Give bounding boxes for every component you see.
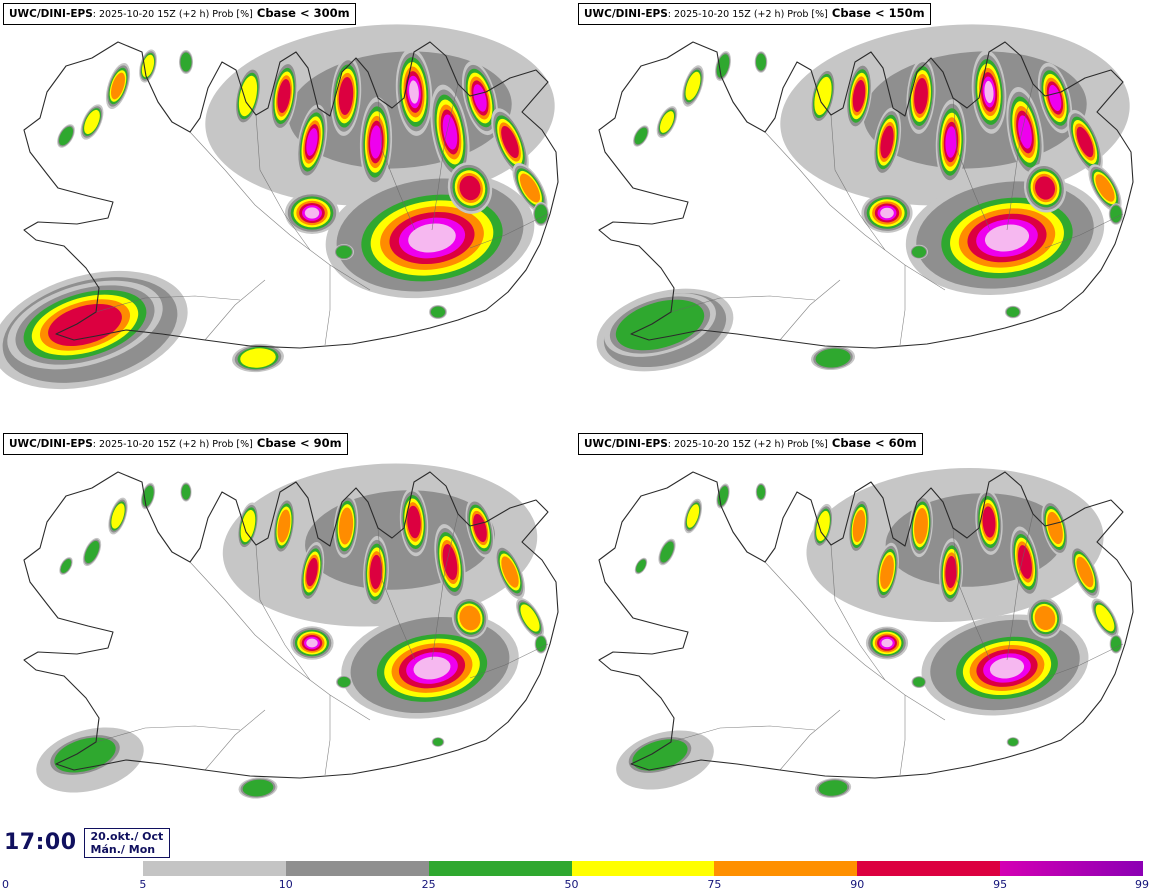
valid-date-box: 20.okt./ Oct Mán./ Mon — [83, 827, 171, 858]
legend-tick: 99 — [1135, 878, 1149, 891]
valid-time-block: 17:00 20.okt./ Oct Mán./ Mon — [4, 827, 171, 858]
model-label: UWC/DINI-EPS — [584, 8, 668, 20]
legend-tick: 50 — [564, 878, 579, 891]
legend-colorbar — [143, 861, 1144, 876]
model-label: UWC/DINI-EPS — [9, 8, 93, 20]
legend-tick: 75 — [707, 878, 722, 891]
run-meta-label: : 2025-10-20 15Z (+2 h) Prob [%] — [667, 439, 828, 450]
map-panel-60m — [575, 430, 1150, 860]
panel-title-60m: UWC/DINI-EPS: 2025-10-20 15Z (+2 h) Prob… — [578, 433, 923, 455]
panel-title-150m: UWC/DINI-EPS: 2025-10-20 15Z (+2 h) Prob… — [578, 3, 931, 25]
map-panel-300m — [0, 0, 575, 430]
legend-tick: 5 — [139, 878, 147, 891]
iceland-map — [0, 430, 575, 860]
panel-cbase-300m: UWC/DINI-EPS: 2025-10-20 15Z (+2 h) Prob… — [0, 0, 575, 430]
run-meta-label: : 2025-10-20 15Z (+2 h) Prob [%] — [92, 9, 253, 20]
run-meta-label: : 2025-10-20 15Z (+2 h) Prob [%] — [92, 439, 253, 450]
threshold-label: Cbase < 60m — [831, 436, 917, 450]
iceland-map — [575, 430, 1150, 860]
legend-segment — [714, 861, 858, 876]
legend-segment — [143, 861, 286, 876]
valid-time-label: 17:00 — [4, 830, 77, 856]
legend-tick: 0 — [2, 878, 9, 891]
legend-ticks: 0 5 10 25 50 75 90 95 99 — [0, 877, 1150, 891]
legend-segment — [571, 861, 715, 876]
legend-tick: 90 — [850, 878, 865, 891]
legend-segment — [428, 861, 572, 876]
threshold-label: Cbase < 90m — [256, 436, 342, 450]
footer: 17:00 20.okt./ Oct Mán./ Mon 0 5 10 25 50 75 9… — [0, 825, 1150, 891]
legend-segment — [285, 861, 429, 876]
threshold-label: Cbase < 150m — [831, 6, 925, 20]
iceland-map — [0, 0, 575, 430]
legend-segment — [857, 861, 1001, 876]
legend-tick: 95 — [993, 878, 1008, 891]
valid-date-line2: Mán./ Mon — [90, 842, 156, 856]
threshold-label: Cbase < 300m — [256, 6, 350, 20]
panel-cbase-60m: UWC/DINI-EPS: 2025-10-20 15Z (+2 h) Prob… — [575, 430, 1150, 860]
panel-title-90m: UWC/DINI-EPS: 2025-10-20 15Z (+2 h) Prob… — [3, 433, 348, 455]
legend-tick: 25 — [421, 878, 436, 891]
map-panel-150m — [575, 0, 1150, 430]
panel-cbase-150m: UWC/DINI-EPS: 2025-10-20 15Z (+2 h) Prob… — [575, 0, 1150, 430]
panel-grid: UWC/DINI-EPS: 2025-10-20 15Z (+2 h) Prob… — [0, 0, 1150, 860]
legend-segment — [1000, 861, 1144, 876]
valid-date-line1: 20.okt./ Oct — [90, 829, 164, 843]
legend-tick: 10 — [278, 878, 293, 891]
panel-title-300m: UWC/DINI-EPS: 2025-10-20 15Z (+2 h) Prob… — [3, 3, 356, 25]
run-meta-label: : 2025-10-20 15Z (+2 h) Prob [%] — [667, 9, 828, 20]
panel-cbase-90m: UWC/DINI-EPS: 2025-10-20 15Z (+2 h) Prob… — [0, 430, 575, 860]
iceland-map — [575, 0, 1150, 430]
map-panel-90m — [0, 430, 575, 860]
model-label: UWC/DINI-EPS — [584, 438, 668, 450]
model-label: UWC/DINI-EPS — [9, 438, 93, 450]
